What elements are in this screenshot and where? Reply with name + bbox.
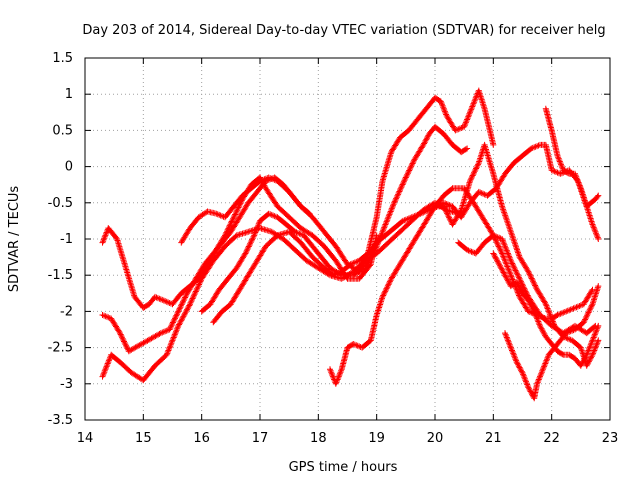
y-tick-label: 0.5: [52, 123, 73, 138]
series-track-11: [455, 232, 599, 337]
series-track-12: [542, 105, 602, 242]
data-point-markers: [440, 141, 602, 369]
y-tick-label: 1: [65, 87, 73, 102]
y-tick-label: -1.5: [48, 268, 73, 283]
x-tick-label: 19: [368, 431, 385, 446]
y-tick-label: -1: [60, 232, 73, 247]
y-tick-label: -2: [60, 304, 73, 319]
series-track-13: [490, 250, 602, 369]
data-points: [99, 87, 602, 402]
data-point-markers: [490, 250, 602, 369]
y-tick-label: 0: [65, 160, 73, 175]
y-tick-label: -2.5: [48, 341, 73, 356]
grid: [85, 58, 610, 420]
series-track-9: [440, 141, 602, 369]
series-track-1: [99, 199, 462, 384]
chart-title: Day 203 of 2014, Sidereal Day-to-day VTE…: [82, 23, 605, 38]
data-point-markers: [198, 123, 471, 315]
data-point-markers: [99, 199, 462, 384]
data-point-markers: [542, 105, 602, 242]
plot-frame: [84, 57, 611, 421]
data-point-markers: [99, 174, 313, 355]
y-tick-label: -3: [60, 377, 73, 392]
x-tick-label: 20: [427, 431, 444, 446]
y-tick-label: 1.5: [52, 51, 73, 66]
data-point-markers: [455, 232, 599, 337]
series-track-4: [198, 123, 471, 315]
x-tick-label: 21: [485, 431, 502, 446]
x-tick-label: 15: [135, 431, 152, 446]
x-tick-label: 18: [310, 431, 327, 446]
axis-ticks: 14 15 16 17 18 19 20 21 22 23 1.5 1 0.5 0 -0.5 -1 -1.5 -2…: [48, 51, 619, 446]
x-tick-label: 14: [77, 431, 94, 446]
y-axis-label: SDTVAR / TECUs: [7, 186, 22, 293]
data-point-markers: [210, 203, 450, 326]
series-track-5: [99, 174, 313, 355]
x-tick-label: 23: [602, 431, 619, 446]
x-tick-label: 16: [193, 431, 210, 446]
x-axis-label: GPS time / hours: [289, 460, 398, 475]
x-tick-label: 17: [252, 431, 269, 446]
y-tick-label: -3.5: [48, 413, 73, 428]
series-track-6: [210, 203, 450, 326]
y-tick-label: -0.5: [48, 196, 73, 211]
x-tick-label: 22: [543, 431, 560, 446]
